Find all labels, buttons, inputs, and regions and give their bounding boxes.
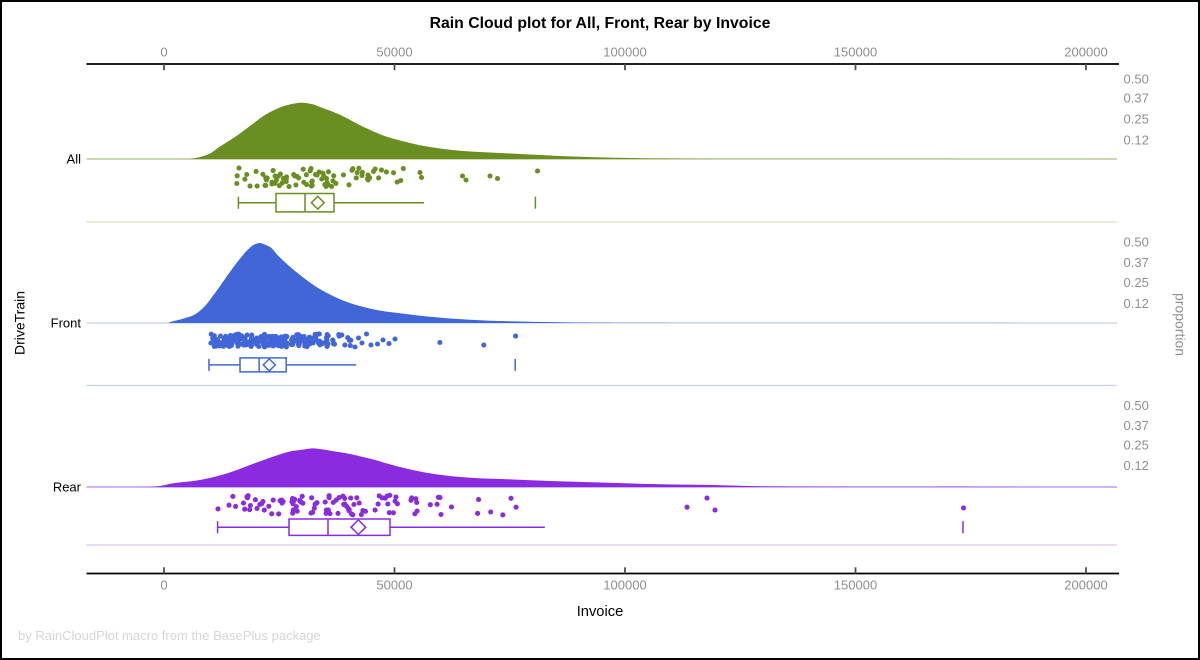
svg-text:50000: 50000 (376, 45, 412, 60)
svg-text:100000: 100000 (603, 578, 646, 593)
svg-text:0.50: 0.50 (1124, 71, 1149, 86)
svg-text:150000: 150000 (834, 578, 877, 593)
svg-text:200000: 200000 (1064, 45, 1107, 60)
svg-text:All: All (67, 152, 82, 167)
svg-text:100000: 100000 (603, 45, 646, 60)
svg-text:0.37: 0.37 (1124, 255, 1149, 270)
svg-text:Front: Front (51, 316, 82, 331)
svg-text:0.12: 0.12 (1124, 458, 1149, 473)
svg-text:0.37: 0.37 (1124, 90, 1149, 105)
svg-text:0.25: 0.25 (1124, 275, 1149, 290)
svg-text:0: 0 (160, 45, 167, 60)
svg-text:Invoice: Invoice (577, 604, 624, 620)
svg-text:proportion: proportion (1173, 293, 1189, 356)
svg-text:by RainCloudPlot macro from th: by RainCloudPlot macro from the BasePlus… (18, 628, 321, 643)
svg-text:0: 0 (160, 578, 167, 593)
svg-text:0.25: 0.25 (1124, 112, 1149, 127)
svg-text:0.37: 0.37 (1124, 418, 1149, 433)
svg-text:0.12: 0.12 (1124, 132, 1149, 147)
svg-text:0.50: 0.50 (1124, 235, 1149, 250)
svg-text:200000: 200000 (1064, 578, 1107, 593)
svg-text:0.12: 0.12 (1124, 296, 1149, 311)
svg-text:0.50: 0.50 (1124, 398, 1149, 413)
svg-text:Rear: Rear (53, 480, 82, 495)
svg-text:DriveTrain: DriveTrain (12, 291, 28, 355)
svg-text:0.25: 0.25 (1124, 438, 1149, 453)
svg-text:150000: 150000 (834, 45, 877, 60)
svg-text:Rain Cloud plot for All, Front: Rain Cloud plot for All, Front, Rear by … (430, 15, 771, 32)
svg-text:50000: 50000 (376, 578, 412, 593)
